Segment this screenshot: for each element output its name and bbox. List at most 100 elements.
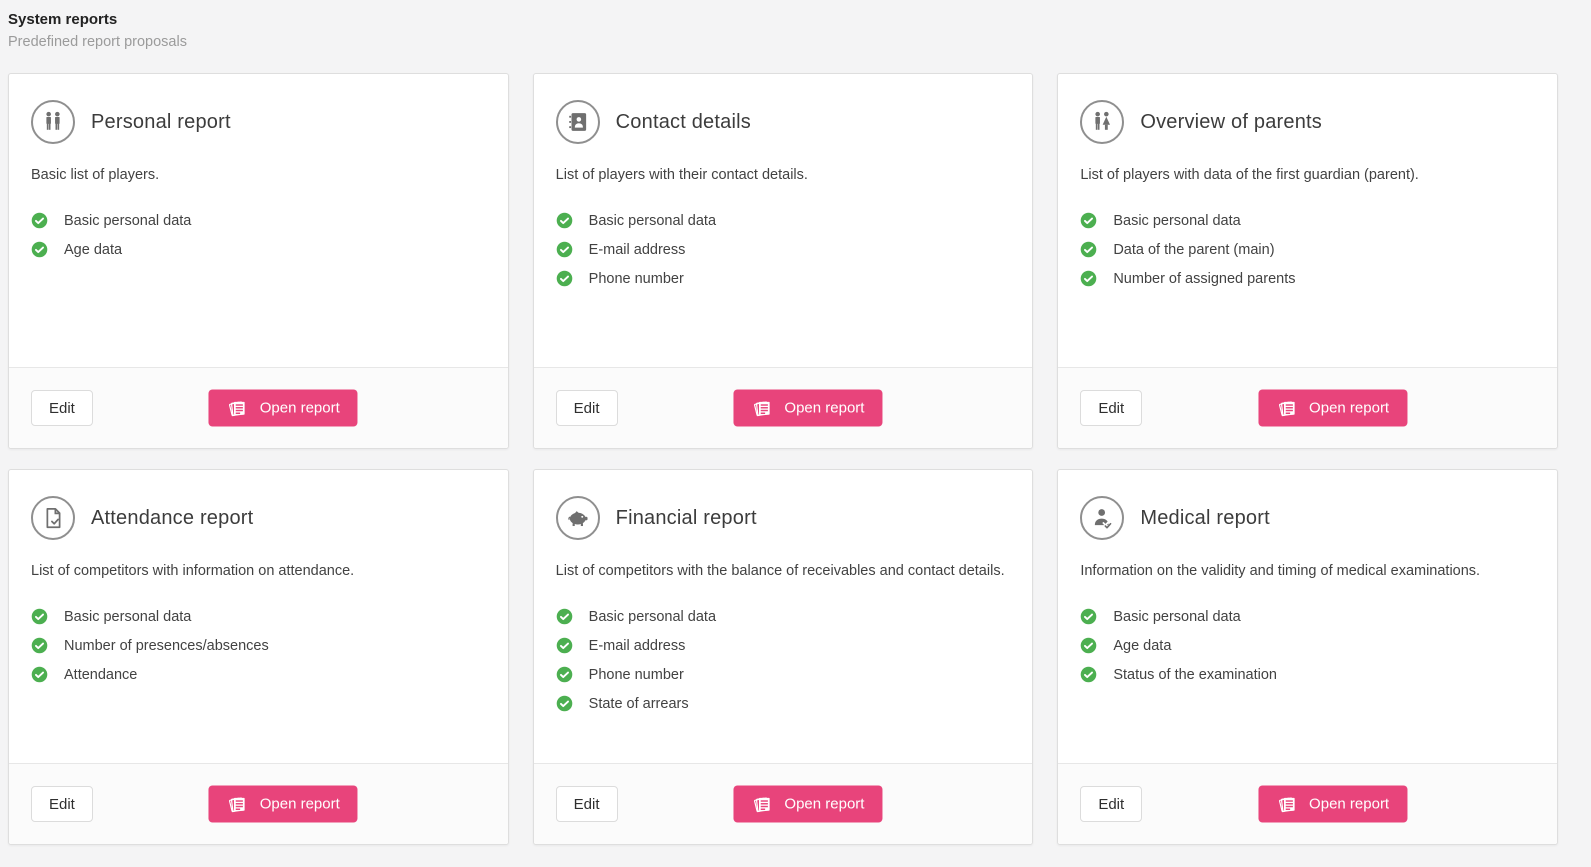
feature-item: Basic personal data	[31, 206, 486, 235]
feature-label: Age data	[64, 241, 123, 258]
open-report-button[interactable]: Open report	[208, 785, 358, 823]
feature-label: Data of the parent (main)	[1113, 241, 1275, 258]
open-report-button[interactable]: Open report	[733, 389, 883, 427]
edit-button[interactable]: Edit	[555, 786, 618, 822]
open-report-button[interactable]: Open report	[733, 785, 883, 823]
feature-list: Basic personal data Age data	[31, 206, 486, 264]
card-body: Overview of parents List of players with…	[1058, 74, 1557, 367]
feature-item: Basic personal data	[31, 602, 486, 631]
card-title: Financial report	[615, 506, 757, 529]
feature-list: Basic personal data E-mail address Phone…	[556, 206, 1011, 293]
edit-button[interactable]: Edit	[555, 390, 618, 426]
feature-label: Phone number	[588, 270, 684, 287]
check-circle-icon	[1080, 637, 1097, 654]
card-description: Basic list of players.	[31, 167, 160, 183]
report-card-medical-report: Medical report Information on the validi…	[1057, 469, 1558, 845]
report-pages-icon	[1276, 397, 1298, 419]
feature-label: State of arrears	[588, 695, 689, 712]
edit-button[interactable]: Edit	[31, 390, 93, 426]
card-title: Medical report	[1140, 506, 1270, 529]
card-body: Personal report Basic list of players. B…	[9, 74, 508, 367]
card-footer: Edit Open report	[9, 763, 508, 844]
check-circle-icon	[556, 212, 573, 229]
check-circle-icon	[1080, 212, 1097, 229]
feature-label: Number of presences/absences	[64, 637, 269, 654]
open-report-button[interactable]: Open report	[208, 389, 358, 427]
card-title: Attendance report	[91, 506, 254, 529]
card-footer: Edit Open report	[9, 367, 508, 448]
check-circle-icon	[556, 241, 573, 258]
card-header: Financial report	[555, 496, 1011, 540]
report-pages-icon	[227, 793, 249, 815]
feature-label: Basic personal data	[64, 212, 192, 229]
card-header: Personal report	[31, 100, 486, 144]
address-book-icon	[555, 100, 600, 144]
feature-item: Basic personal data	[1080, 602, 1535, 631]
open-report-button[interactable]: Open report	[1258, 785, 1408, 823]
page-title: System reports	[8, 11, 118, 28]
card-footer: Edit Open report	[1058, 763, 1557, 844]
feature-list: Basic personal data E-mail address Phone…	[556, 602, 1011, 718]
feature-item: Phone number	[556, 264, 1011, 293]
check-circle-icon	[31, 212, 48, 229]
page-header: System reports Predefined report proposa…	[0, 0, 1591, 52]
feature-list: Basic personal data Data of the parent (…	[1080, 206, 1535, 293]
card-footer: Edit Open report	[1058, 367, 1557, 448]
report-cards-grid: Personal report Basic list of players. B…	[0, 73, 1591, 845]
report-pages-icon	[1276, 793, 1298, 815]
open-report-label: Open report	[1309, 399, 1390, 417]
feature-item: Number of presences/absences	[31, 631, 486, 660]
check-circle-icon	[556, 608, 573, 625]
feature-item: Age data	[1080, 631, 1535, 660]
check-circle-icon	[556, 270, 573, 287]
report-pages-icon	[227, 397, 249, 419]
feature-item: Basic personal data	[556, 206, 1011, 235]
card-description: List of players with their contact detai…	[555, 167, 808, 183]
report-card-attendance-report: Attendance report List of competitors wi…	[8, 469, 509, 845]
card-description: Information on the validity and timing o…	[1080, 563, 1481, 579]
card-description: List of competitors with information on …	[31, 563, 355, 579]
card-body: Contact details List of players with the…	[534, 74, 1033, 367]
edit-button[interactable]: Edit	[1080, 786, 1143, 822]
card-header: Overview of parents	[1080, 100, 1535, 144]
card-title: Personal report	[91, 110, 231, 133]
two-men-icon	[31, 100, 75, 144]
feature-label: Phone number	[588, 666, 684, 683]
check-circle-icon	[31, 666, 48, 683]
feature-label: Basic personal data	[1113, 608, 1241, 625]
check-circle-icon	[1080, 666, 1097, 683]
feature-list: Basic personal data Number of presences/…	[31, 602, 486, 689]
card-header: Attendance report	[31, 496, 486, 540]
feature-item: Attendance	[31, 660, 486, 689]
feature-label: E-mail address	[588, 637, 686, 654]
card-footer: Edit Open report	[533, 763, 1033, 844]
card-title: Overview of parents	[1140, 110, 1322, 133]
feature-item: E-mail address	[556, 235, 1011, 264]
feature-label: Number of assigned parents	[1113, 270, 1296, 287]
feature-label: Attendance	[64, 666, 138, 683]
card-title: Contact details	[615, 110, 751, 133]
edit-button[interactable]: Edit	[1080, 390, 1143, 426]
report-card-overview-of-parents: Overview of parents List of players with…	[1057, 73, 1558, 449]
check-circle-icon	[31, 241, 48, 258]
edit-button[interactable]: Edit	[31, 786, 93, 822]
feature-item: Number of assigned parents	[1080, 264, 1535, 293]
feature-label: Basic personal data	[588, 608, 717, 625]
check-circle-icon	[556, 695, 573, 712]
open-report-button[interactable]: Open report	[1258, 389, 1408, 427]
card-footer: Edit Open report	[533, 367, 1033, 448]
feature-item: Phone number	[556, 660, 1011, 689]
feature-label: Age data	[1113, 637, 1172, 654]
feature-item: Age data	[31, 235, 486, 264]
page-subtitle: Predefined report proposals	[8, 34, 187, 50]
feature-label: Basic personal data	[1113, 212, 1241, 229]
person-check-icon	[1080, 496, 1125, 540]
open-report-label: Open report	[259, 399, 340, 417]
feature-item: Data of the parent (main)	[1080, 235, 1535, 264]
open-report-label: Open report	[784, 795, 865, 813]
card-description: List of competitors with the balance of …	[555, 563, 1005, 579]
document-check-icon	[31, 496, 75, 540]
check-circle-icon	[31, 637, 48, 654]
card-body: Medical report Information on the validi…	[1058, 470, 1557, 763]
check-circle-icon	[1080, 608, 1097, 625]
